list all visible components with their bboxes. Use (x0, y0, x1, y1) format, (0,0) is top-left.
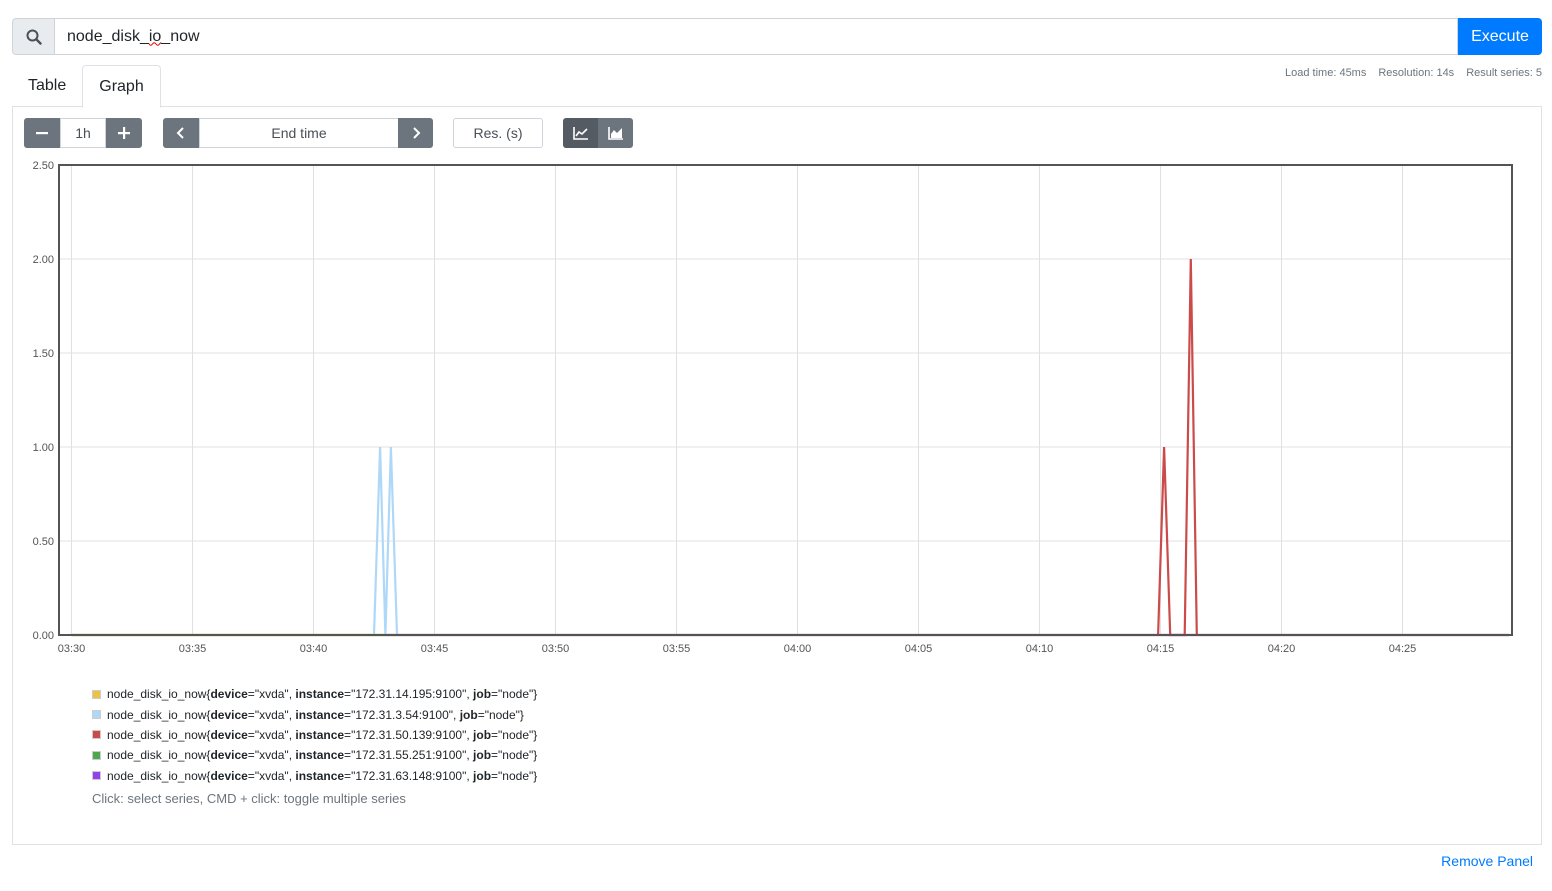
search-icon (12, 18, 55, 55)
previous-time-button[interactable] (163, 118, 199, 148)
x-tick-label: 03:50 (542, 643, 570, 655)
y-tick-label: 2.50 (33, 160, 54, 172)
end-time-input[interactable]: End time (199, 118, 399, 148)
tab-table[interactable]: Table (28, 76, 67, 94)
chevron-left-icon (176, 127, 184, 139)
execute-button[interactable]: Execute (1458, 18, 1542, 55)
query-bar: node_disk_ io _now Execute (12, 18, 1542, 55)
x-tick-label: 04:10 (1026, 643, 1054, 655)
tab-graph[interactable]: Graph (82, 65, 161, 108)
legend-swatch (92, 710, 101, 720)
legend-item[interactable]: node_disk_io_now{device="xvda", instance… (92, 745, 537, 765)
legend-item[interactable]: node_disk_io_now{device="xvda", instance… (92, 684, 537, 704)
legend-item[interactable]: node_disk_io_now{device="xvda", instance… (92, 766, 537, 786)
result-series-count: Result series: 5 (1466, 67, 1542, 79)
decrease-range-button[interactable] (24, 118, 60, 148)
legend-swatch (92, 771, 101, 781)
load-time: Load time: 45ms (1285, 67, 1367, 79)
y-tick-label: 0.50 (33, 536, 54, 548)
legend-item[interactable]: node_disk_io_now{device="xvda", instance… (92, 704, 537, 724)
legend-swatch (92, 689, 101, 699)
expression-input[interactable]: node_disk_ io _now (55, 18, 1458, 55)
x-tick-label: 04:25 (1389, 643, 1417, 655)
graph-panel: 1h End time Res. (s) 0.00 0.5 (12, 106, 1542, 845)
expression-text-start: node_disk_ (67, 27, 149, 45)
range-input[interactable]: 1h (60, 118, 106, 148)
x-tick-label: 03:45 (421, 643, 449, 655)
x-tick-label: 04:05 (905, 643, 933, 655)
legend-swatch (92, 750, 101, 760)
time-series-chart[interactable]: 0.00 0.50 1.00 1.50 2.00 2.50 03:30 03:35 03:40… (13, 157, 1541, 657)
plus-icon (118, 127, 130, 139)
legend-hint: Click: select series, CMD + click: toggl… (92, 791, 406, 806)
x-tick-label: 03:55 (663, 643, 691, 655)
line-chart-mode-button[interactable] (563, 118, 598, 148)
x-tick-label: 03:35 (179, 643, 207, 655)
resolution-stat: Resolution: 14s (1378, 67, 1455, 79)
x-axis-ticks: 03:30 03:35 03:40 03:45 03:50 03:55 04:00 04:05… (58, 643, 1417, 655)
y-tick-label: 2.00 (33, 254, 54, 266)
x-tick-label: 03:30 (58, 643, 86, 655)
legend-item[interactable]: node_disk_io_now{device="xvda", instance… (92, 725, 537, 745)
y-tick-label: 1.00 (33, 442, 54, 454)
expression-text-misspelled: io (148, 27, 162, 45)
remove-panel-link[interactable]: Remove Panel (1441, 853, 1533, 869)
y-tick-label: 1.50 (33, 348, 54, 360)
resolution-input[interactable]: Res. (s) (453, 118, 543, 148)
minus-icon (36, 132, 48, 135)
increase-range-button[interactable] (106, 118, 142, 148)
series-legend: node_disk_io_now{device="xvda", instance… (92, 684, 537, 786)
x-tick-label: 04:20 (1268, 643, 1296, 655)
area-chart-icon (607, 127, 623, 140)
y-tick-label: 0.00 (33, 630, 54, 642)
x-tick-label: 04:00 (784, 643, 812, 655)
chevron-right-icon (412, 127, 420, 139)
line-chart-icon (572, 127, 588, 140)
x-tick-label: 04:15 (1147, 643, 1175, 655)
stacked-chart-mode-button[interactable] (598, 118, 633, 148)
next-time-button[interactable] (398, 118, 433, 148)
chart-plot-border (58, 164, 1513, 636)
chart-grid (59, 164, 1512, 636)
expression-text-end: _now (161, 27, 200, 45)
legend-swatch (92, 730, 101, 740)
query-stats: Load time: 45ms Resolution: 14s Result s… (1285, 67, 1542, 79)
x-tick-label: 03:40 (300, 643, 328, 655)
panel-tabs: Table Graph (12, 65, 161, 108)
y-axis-ticks: 0.00 0.50 1.00 1.50 2.00 2.50 (33, 160, 54, 642)
